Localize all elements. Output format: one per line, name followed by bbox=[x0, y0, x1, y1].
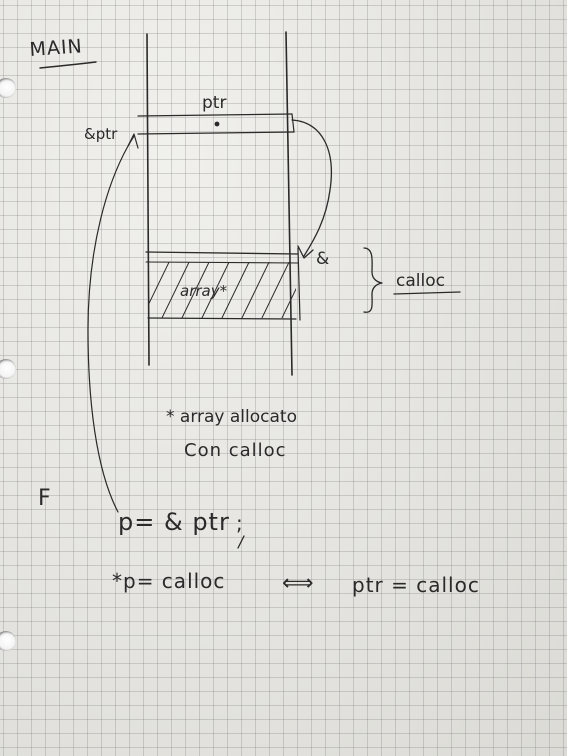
note-line-2: Con calloc bbox=[184, 440, 287, 461]
note-line-1: * array allocato bbox=[166, 407, 297, 427]
array-right-line bbox=[297, 247, 301, 321]
ptr-label: ptr bbox=[202, 93, 226, 113]
f-label: F bbox=[38, 486, 51, 511]
ptr-to-array-arrow bbox=[291, 119, 332, 257]
array-label: array* bbox=[180, 282, 228, 300]
array-hatching bbox=[148, 262, 296, 318]
ptr-cell-top bbox=[137, 113, 293, 117]
semicolon-tail bbox=[237, 535, 245, 549]
main-title: MAIN bbox=[29, 35, 84, 61]
semicolon: ; bbox=[236, 511, 243, 535]
equivalence-symbol: ⟺ bbox=[282, 571, 314, 596]
stack-left-wall bbox=[146, 33, 150, 366]
array-top-line bbox=[145, 251, 299, 255]
ptr-calloc-line: ptr = calloc bbox=[352, 573, 480, 597]
punch-hole bbox=[0, 631, 16, 651]
calloc-label: calloc bbox=[396, 271, 445, 291]
punch-hole bbox=[0, 78, 16, 98]
calloc-brace bbox=[363, 247, 383, 313]
array-inner-line bbox=[145, 261, 299, 264]
array-bottom-line bbox=[147, 317, 297, 320]
punch-hole bbox=[0, 359, 16, 379]
ptr-dot bbox=[214, 121, 220, 127]
calloc-underline bbox=[393, 291, 461, 295]
ptr-arrow-head bbox=[297, 245, 314, 259]
addr-ptr-label: &ptr bbox=[84, 125, 118, 143]
ptr-cell-right bbox=[291, 113, 295, 133]
main-title-underline bbox=[39, 61, 97, 69]
addr-ptr-arrow-head bbox=[127, 133, 139, 149]
p-to-addr-ptr-arrow bbox=[87, 135, 135, 513]
ptr-cell-bottom bbox=[137, 131, 295, 135]
ampersand-label: & bbox=[316, 249, 329, 269]
assign-line: p= & ptr bbox=[118, 508, 230, 536]
stack-right-wall bbox=[285, 31, 293, 376]
deref-line: *p= calloc bbox=[112, 569, 225, 593]
